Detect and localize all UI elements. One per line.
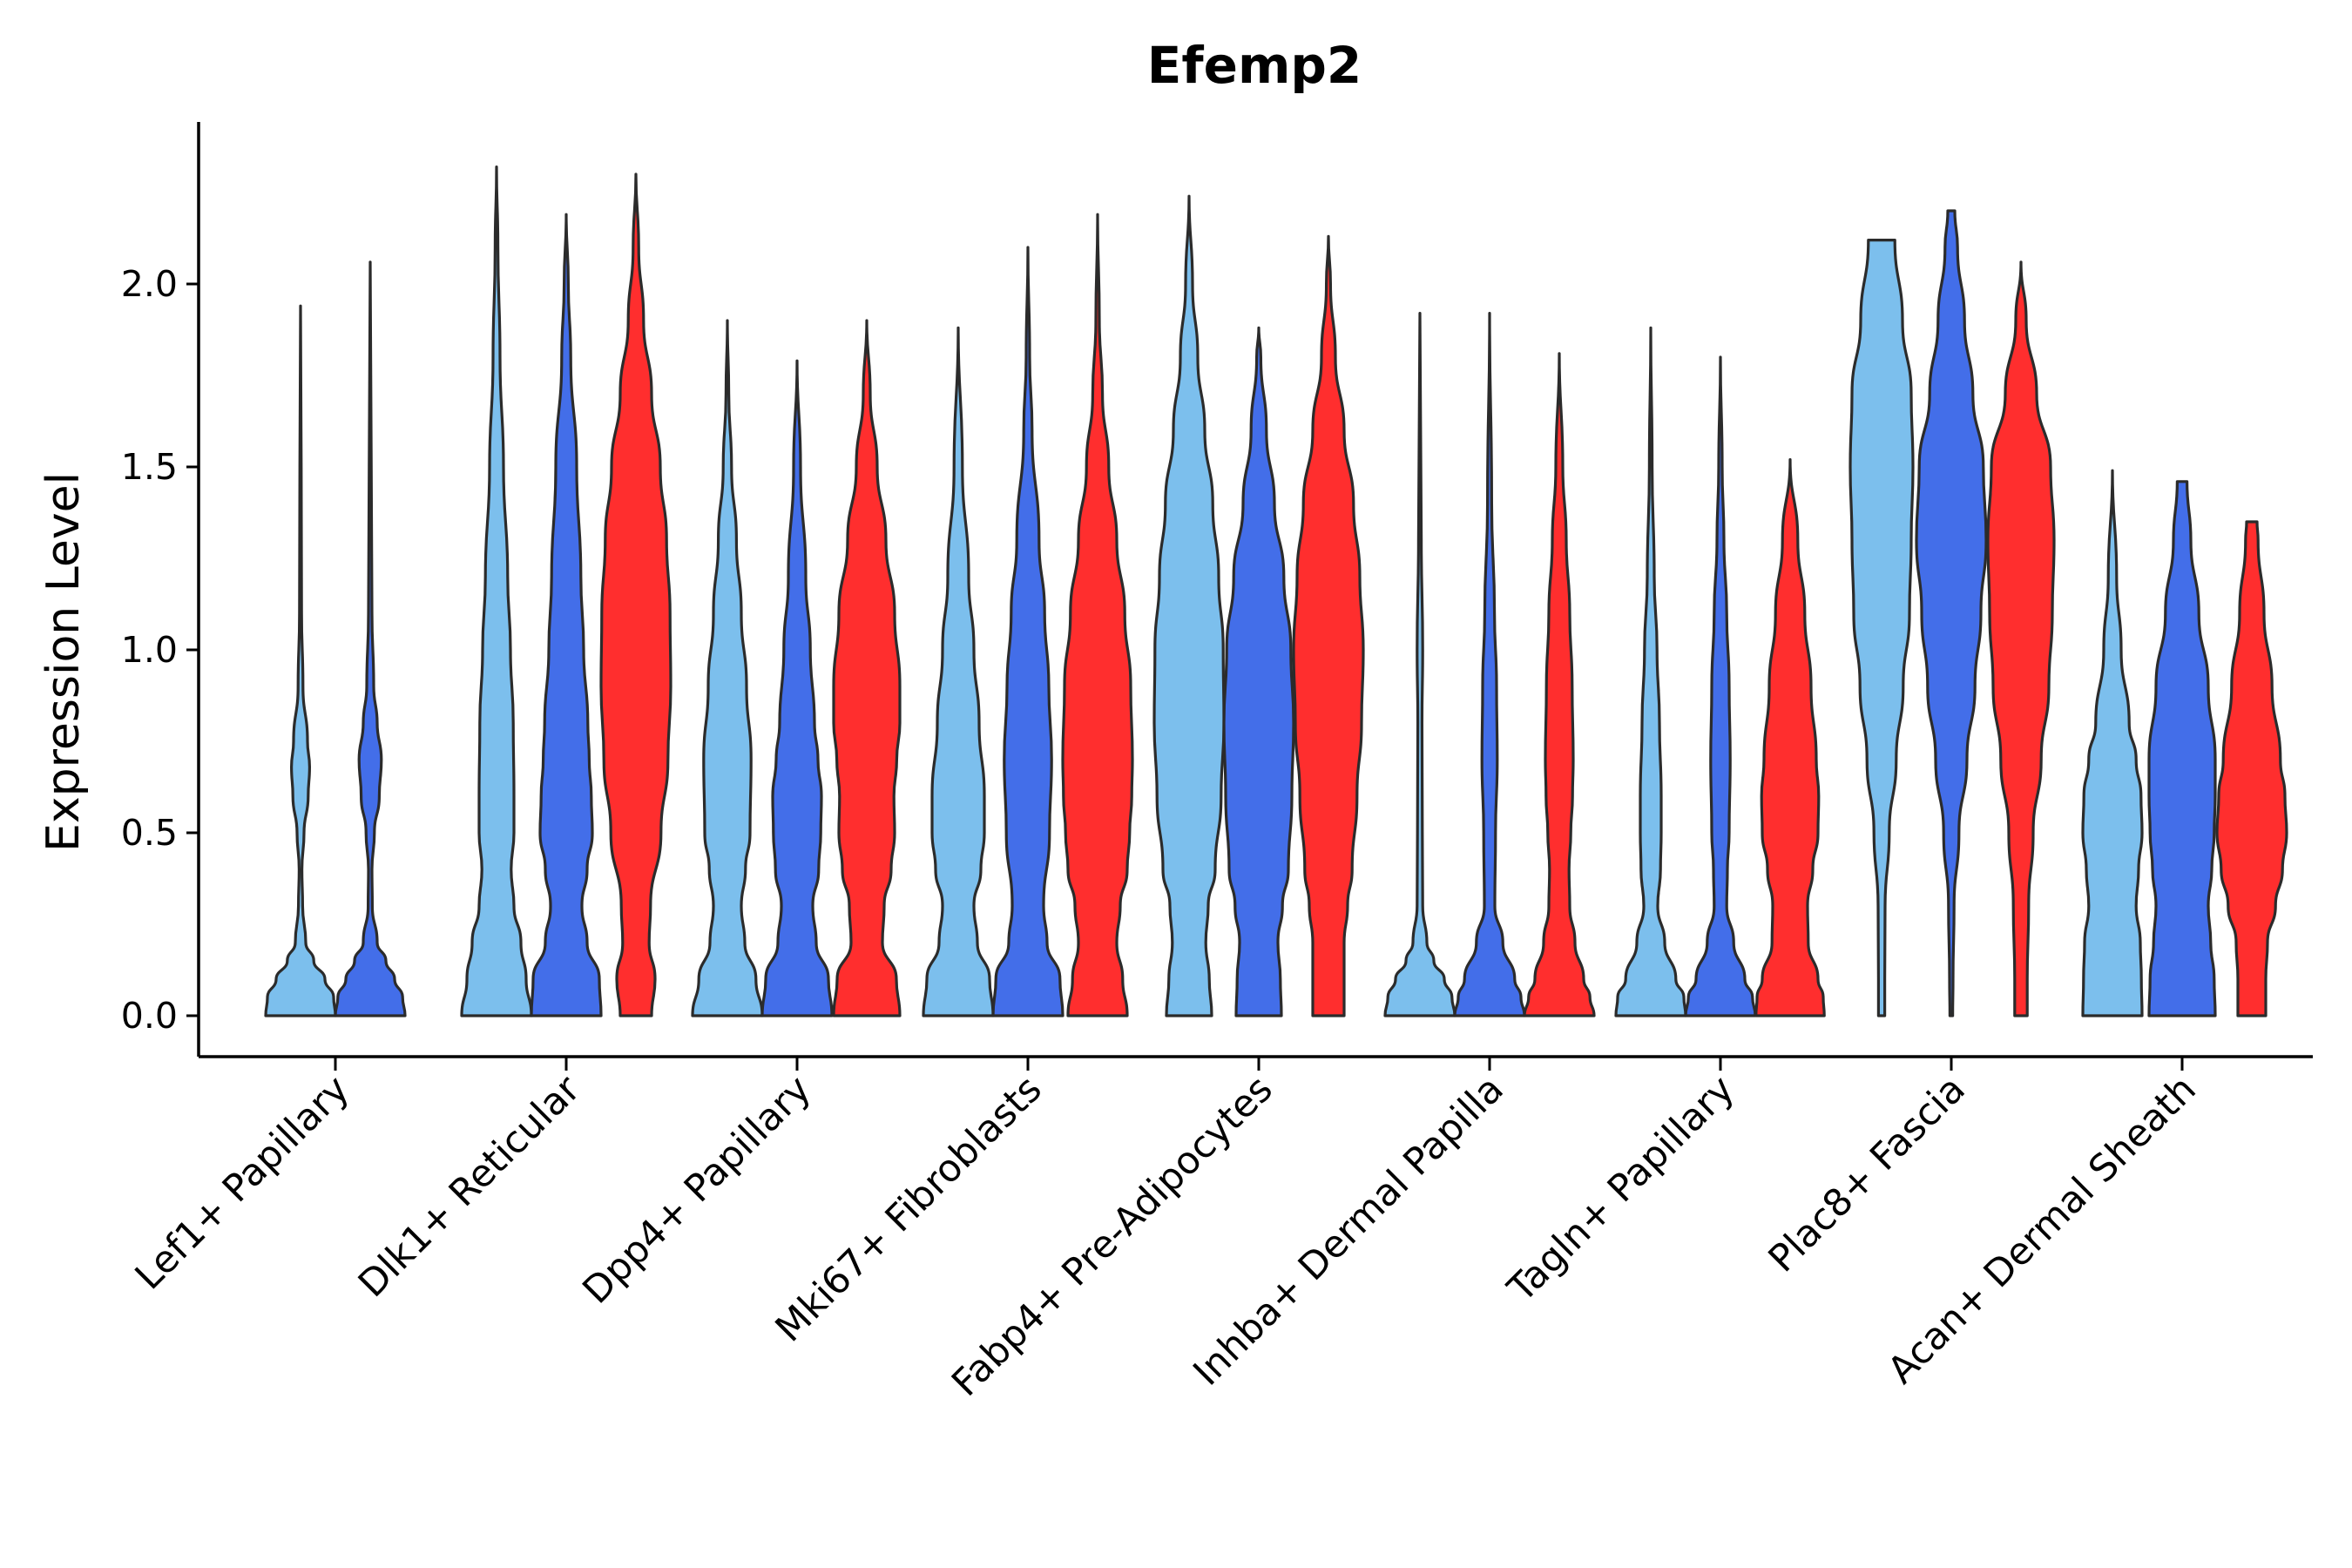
violin-8-2 — [1915, 209, 1988, 1017]
violin-1-2 — [334, 260, 407, 1017]
violin-5-1 — [1152, 194, 1226, 1017]
violin-8-1 — [1848, 239, 1915, 1017]
chart-title: Efemp2 — [1147, 36, 1362, 95]
x-tick-label: Dlk1+ Reticular — [350, 1067, 589, 1306]
violin-5-3 — [1292, 234, 1365, 1017]
violin-9-1 — [2081, 469, 2144, 1017]
violin-4-3 — [1061, 213, 1134, 1017]
violin-2-1 — [460, 166, 533, 1017]
violin-9-2 — [2147, 480, 2217, 1017]
violin-6-1 — [1383, 312, 1456, 1017]
x-tick-label: Mki67+ Fibroblasts — [767, 1067, 1051, 1350]
violin-1-1 — [264, 304, 337, 1017]
violin-3-3 — [832, 319, 902, 1017]
x-tick-label: Lef1+ Papillary — [127, 1067, 358, 1298]
violin-8-3 — [1986, 260, 2056, 1017]
violin-4-2 — [991, 246, 1064, 1017]
violin-7-3 — [1754, 458, 1826, 1017]
y-axis-label: Expression Level — [37, 472, 90, 852]
y-tick-label: 1.0 — [121, 629, 178, 671]
y-tick-label: 0.5 — [121, 812, 178, 854]
violin-group — [264, 166, 2288, 1017]
violin-5-2 — [1222, 326, 1295, 1017]
x-tick-label: Plac8+ Fascia — [1761, 1067, 1974, 1281]
violin-7-1 — [1614, 326, 1687, 1017]
violin-9-3 — [2215, 520, 2288, 1017]
y-tick-label: 1.5 — [121, 446, 178, 488]
violin-2-2 — [530, 213, 603, 1017]
y-tick-label: 0.0 — [121, 995, 178, 1037]
violin-2-3 — [599, 172, 672, 1017]
x-tick-label: Tagln+ Papillary — [1499, 1067, 1743, 1311]
violin-7-2 — [1684, 355, 1757, 1017]
violin-3-2 — [760, 359, 834, 1017]
y-tick-label: 2.0 — [121, 263, 178, 305]
x-tick-label: Dpp4+ Papillary — [575, 1067, 820, 1312]
y-ticks: 0.0 0.5 1.0 1.5 2.0 — [121, 263, 199, 1037]
violin-6-2 — [1453, 312, 1526, 1017]
axes — [197, 122, 2313, 1058]
violin-4-1 — [922, 326, 995, 1017]
violin-6-3 — [1523, 352, 1596, 1017]
violin-3-1 — [691, 319, 764, 1017]
